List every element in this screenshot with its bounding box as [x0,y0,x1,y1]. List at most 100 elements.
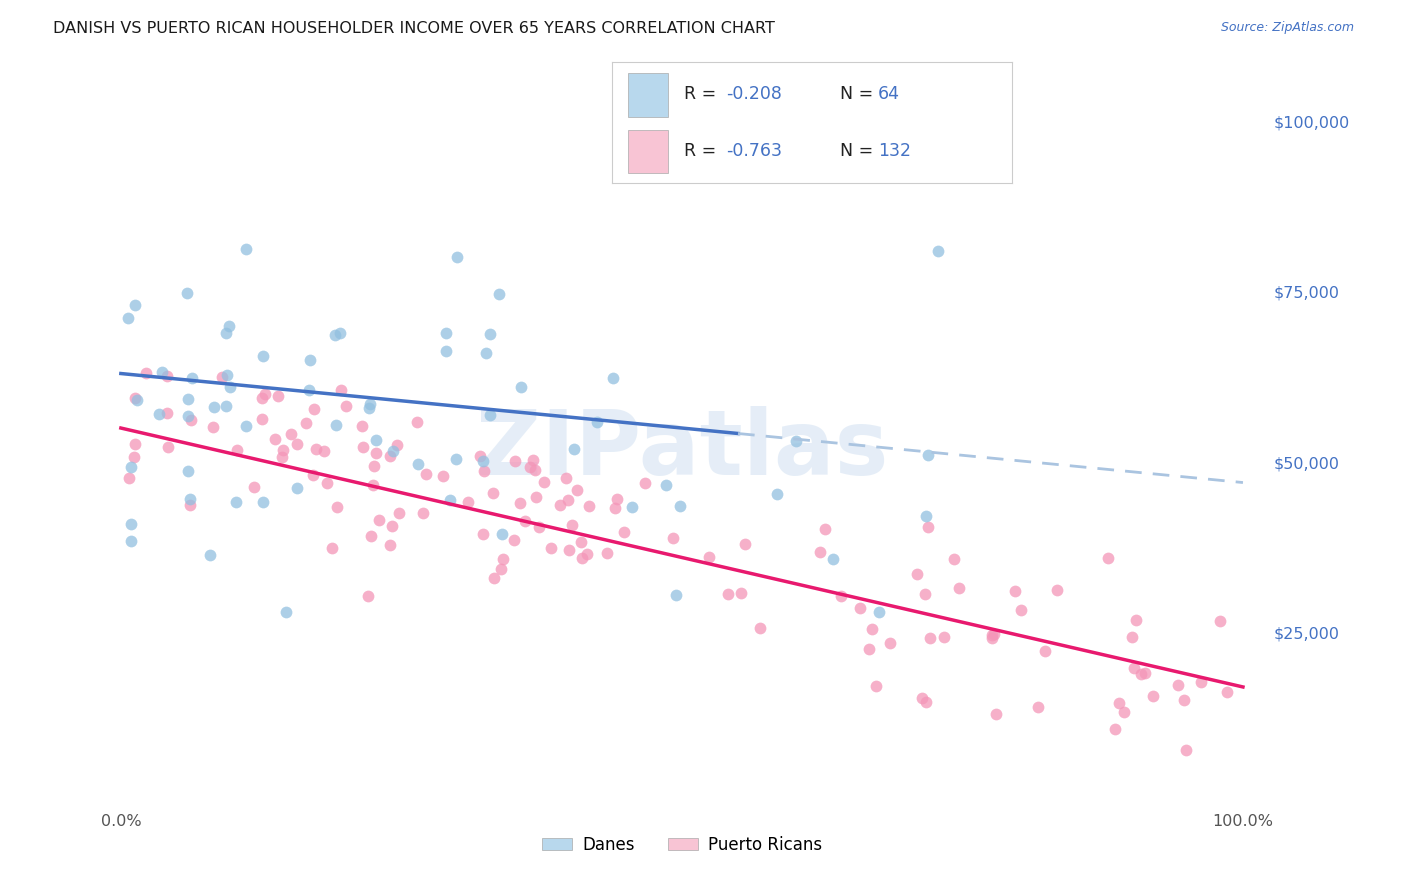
Point [124,437,146,451]
Point [472,464,495,478]
Point [522,453,544,467]
Point [808,545,831,559]
Point [446,250,468,264]
Text: N =: N = [839,142,879,160]
Point [734,536,756,550]
Point [176,285,198,300]
Point [446,452,468,467]
Point [523,462,546,476]
Point [509,496,531,510]
Point [252,495,274,509]
Point [235,418,257,433]
Point [917,448,939,462]
Point [814,522,837,536]
Point [984,706,1007,721]
Point [406,415,429,429]
Point [1173,693,1195,707]
Point [914,587,936,601]
Point [533,475,555,490]
Point [475,345,498,359]
Point [613,524,636,539]
Point [352,440,374,454]
Point [177,409,200,423]
Text: ZIPatlas: ZIPatlas [475,406,889,493]
Point [914,509,936,524]
Point [519,459,541,474]
Text: -0.763: -0.763 [725,142,782,160]
Point [503,454,526,468]
Point [363,477,385,491]
Point [368,514,391,528]
Point [215,368,238,382]
Point [271,450,294,464]
Point [948,581,970,595]
Point [858,642,880,657]
Point [124,391,146,405]
Point [436,344,458,359]
Point [785,434,807,448]
Point [524,490,547,504]
Point [557,543,579,558]
Point [1130,667,1153,681]
Point [285,481,308,495]
Point [1209,614,1232,628]
Point [489,562,512,576]
Point [120,534,142,549]
Point [305,442,328,457]
Point [1035,644,1057,658]
Text: 64: 64 [879,86,900,103]
Point [118,471,141,485]
Point [562,442,585,457]
Point [1121,630,1143,644]
Point [387,438,409,452]
Point [748,622,770,636]
Point [513,514,536,528]
Point [548,498,571,512]
Point [565,483,588,497]
Point [150,365,173,379]
Point [1104,722,1126,736]
Point [1189,674,1212,689]
Point [323,327,346,342]
Text: R =: R = [683,142,721,160]
Point [569,535,592,549]
Point [596,546,619,560]
Point [198,548,221,562]
Point [432,468,454,483]
Point [285,437,308,451]
Point [363,458,385,473]
Point [478,327,501,342]
Point [360,397,382,411]
Point [378,450,401,464]
Point [276,605,298,619]
Point [120,459,142,474]
Point [179,491,201,506]
Point [482,486,505,500]
Point [983,626,1005,640]
Point [359,401,381,416]
Point [1004,583,1026,598]
Point [914,695,936,709]
Point [120,516,142,531]
Point [717,587,740,601]
Point [177,392,200,407]
Text: Source: ZipAtlas.com: Source: ZipAtlas.com [1220,21,1354,35]
Point [315,475,337,490]
Point [1167,678,1189,692]
Point [472,527,495,541]
Point [298,383,321,397]
Point [326,500,349,514]
Point [350,419,373,434]
Point [415,467,437,482]
Point [364,446,387,460]
Point [295,416,318,430]
Point [603,501,626,516]
Point [571,551,593,566]
Point [482,571,505,585]
Point [606,491,628,506]
Point [879,636,901,650]
Point [264,432,287,446]
Point [1108,696,1130,710]
Point [235,243,257,257]
Point [821,552,844,566]
